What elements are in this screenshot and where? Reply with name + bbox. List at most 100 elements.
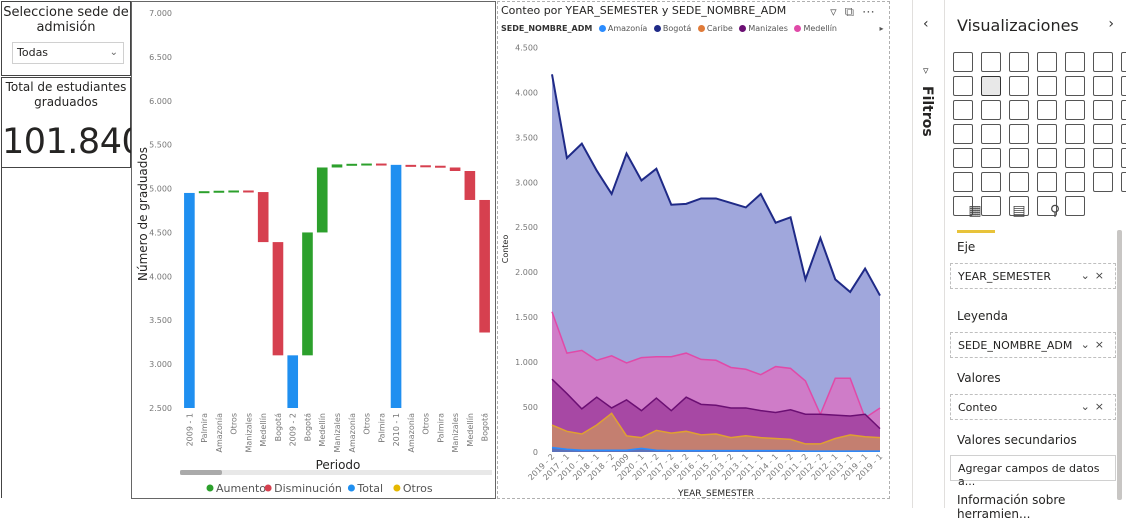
visual-type-icon[interactable] xyxy=(1065,76,1085,96)
visual-type-icon[interactable] xyxy=(981,172,1001,192)
visual-type-icon[interactable] xyxy=(953,172,973,192)
visual-type-icon[interactable] xyxy=(1009,76,1029,96)
visual-type-icon[interactable] xyxy=(981,100,1001,120)
waterfall-bar[interactable] xyxy=(316,167,328,233)
visual-type-icon[interactable] xyxy=(981,52,1001,72)
waterfall-bar[interactable] xyxy=(449,167,461,171)
visual-type-icon[interactable] xyxy=(981,148,1001,168)
visual-type-icon[interactable] xyxy=(1037,172,1057,192)
waterfall-bar[interactable] xyxy=(243,190,254,193)
slicer-dropdown[interactable]: Todas ⌄ xyxy=(12,42,124,64)
visual-type-icon[interactable] xyxy=(1121,100,1126,120)
well-controls[interactable]: ⌄× xyxy=(1080,400,1109,413)
visual-type-icon[interactable] xyxy=(1093,148,1113,168)
legend-item-manizales[interactable]: Manizales xyxy=(739,24,788,33)
visual-type-icon[interactable] xyxy=(1037,196,1057,216)
area-chart[interactable]: Conteo por YEAR_SEMESTER y SEDE_NOMBRE_A… xyxy=(497,1,890,499)
visual-type-icon[interactable] xyxy=(981,124,1001,144)
waterfall-bar[interactable] xyxy=(420,165,431,168)
waterfall-bar[interactable] xyxy=(213,190,225,193)
area-series-line[interactable] xyxy=(551,311,881,419)
waterfall-bar[interactable] xyxy=(464,171,476,200)
area-series-line[interactable] xyxy=(551,412,881,445)
waterfall-bar[interactable] xyxy=(331,164,343,168)
waterfall-bar[interactable] xyxy=(346,163,358,166)
well-controls[interactable]: ⌄× xyxy=(1080,338,1109,351)
waterfall-bar[interactable] xyxy=(257,192,269,243)
visual-type-icon[interactable] xyxy=(1009,52,1029,72)
waterfall-bar[interactable] xyxy=(375,163,387,166)
legend-scroll-arrow-icon[interactable]: ▸ xyxy=(879,24,884,33)
visual-type-icon[interactable] xyxy=(1065,100,1085,120)
well-secundarios[interactable]: Agregar campos de datos a... xyxy=(950,455,1116,488)
visual-type-icon[interactable] xyxy=(1065,124,1085,144)
waterfall-bar[interactable] xyxy=(390,164,402,408)
well-controls[interactable]: ⌄× xyxy=(1080,269,1109,282)
visual-type-icon[interactable] xyxy=(953,124,973,144)
horizontal-scrollbar-thumb[interactable] xyxy=(180,470,222,475)
area-series-line[interactable] xyxy=(551,74,881,297)
chevron-left-icon[interactable]: ‹ xyxy=(923,16,929,32)
visual-type-icon[interactable] xyxy=(1037,52,1057,72)
waterfall-bar[interactable] xyxy=(479,199,490,333)
filters-pane[interactable]: ‹ ▿ Filtros xyxy=(912,0,945,508)
fields-tab-icon[interactable]: ▦ xyxy=(968,203,982,219)
waterfall-bar[interactable] xyxy=(435,165,446,168)
format-tab-icon[interactable]: ▤ xyxy=(1012,203,1026,219)
visual-type-icon[interactable] xyxy=(953,196,973,216)
visual-type-icon[interactable] xyxy=(1093,100,1113,120)
visual-type-icon[interactable] xyxy=(1093,52,1113,72)
area-series-fill[interactable] xyxy=(552,379,880,452)
legend-item-caribe[interactable]: Caribe xyxy=(697,24,733,33)
legend-label[interactable]: Total xyxy=(356,482,383,495)
legend-label[interactable]: Aumento xyxy=(216,482,266,495)
legend-item-bogota[interactable]: Bogotá xyxy=(653,24,691,33)
visual-type-icon[interactable] xyxy=(1065,196,1085,216)
chevron-right-icon[interactable]: › xyxy=(1108,16,1114,32)
visual-type-icon[interactable] xyxy=(953,100,973,120)
visual-type-icon[interactable] xyxy=(1009,196,1029,216)
visual-type-icon[interactable] xyxy=(1037,100,1057,120)
visual-type-icon[interactable] xyxy=(1009,148,1029,168)
waterfall-bar[interactable] xyxy=(272,242,284,356)
waterfall-bar[interactable] xyxy=(361,163,372,166)
legend-label[interactable]: Disminución xyxy=(274,482,342,495)
waterfall-bar[interactable] xyxy=(184,192,195,408)
visual-type-icon[interactable] xyxy=(981,196,1001,216)
well-eje[interactable]: YEAR_SEMESTER ⌄× xyxy=(950,263,1116,289)
visual-type-icon[interactable] xyxy=(1065,148,1085,168)
visual-type-icon[interactable] xyxy=(953,148,973,168)
legend-label[interactable]: Otros xyxy=(403,482,433,495)
visual-type-icon[interactable] xyxy=(1009,100,1029,120)
visual-type-icon[interactable] xyxy=(1121,148,1126,168)
visual-type-icon[interactable] xyxy=(1009,124,1029,144)
area-series-line[interactable] xyxy=(551,446,880,452)
focus-mode-icon[interactable]: ⧉ xyxy=(844,5,862,20)
visual-type-icon[interactable] xyxy=(1037,124,1057,144)
waterfall-bar[interactable] xyxy=(228,190,239,193)
pane-scrollbar[interactable] xyxy=(1117,230,1122,500)
visual-type-icon[interactable] xyxy=(981,76,1001,96)
visual-type-icon[interactable] xyxy=(1093,172,1113,192)
visual-type-icon[interactable] xyxy=(1121,76,1126,96)
more-options-icon[interactable]: ⋯ xyxy=(862,5,883,20)
visual-type-icon[interactable] xyxy=(1121,172,1126,192)
legend-item-amazonia[interactable]: Amazonía xyxy=(598,24,647,33)
well-valores[interactable]: Conteo ⌄× xyxy=(950,394,1116,420)
waterfall-chart[interactable]: 7.000 6.500 6.000 5.500 5.000 4.500 4.000 3.500… xyxy=(131,1,496,499)
visual-type-icon[interactable] xyxy=(1037,76,1057,96)
visual-type-icon[interactable] xyxy=(1065,52,1085,72)
visual-type-icon[interactable] xyxy=(1009,172,1029,192)
area-series-line[interactable] xyxy=(551,378,881,430)
well-leyenda[interactable]: SEDE_NOMBRE_ADM ⌄× xyxy=(950,332,1116,358)
visual-type-icon[interactable] xyxy=(1065,172,1085,192)
horizontal-scrollbar-track[interactable] xyxy=(180,470,492,475)
waterfall-bar[interactable] xyxy=(287,355,299,408)
visual-type-icon[interactable] xyxy=(953,52,973,72)
waterfall-bar[interactable] xyxy=(198,191,210,194)
waterfall-bar[interactable] xyxy=(302,232,313,356)
visual-type-icon[interactable] xyxy=(1093,124,1113,144)
legend-item-medellin[interactable]: Medellín xyxy=(794,24,837,33)
visual-type-icon[interactable] xyxy=(1037,148,1057,168)
waterfall-bar[interactable] xyxy=(405,164,417,167)
